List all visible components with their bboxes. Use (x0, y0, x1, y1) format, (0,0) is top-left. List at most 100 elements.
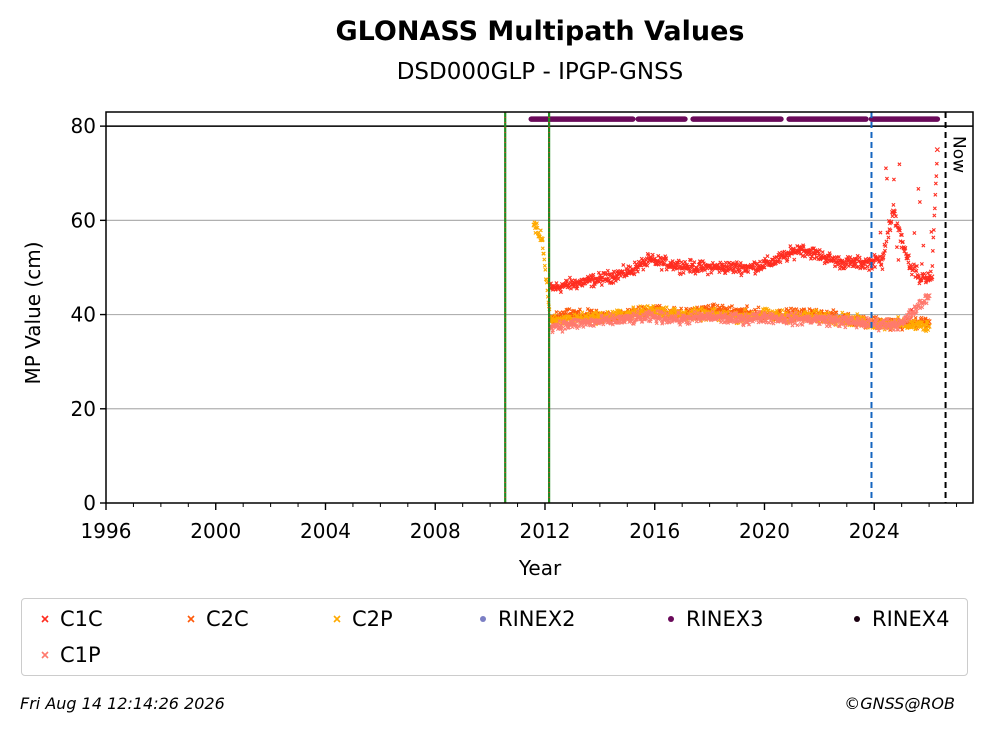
series-C1P-scatter (843, 325, 848, 330)
y-axis-label: MP Value (cm) (21, 241, 45, 384)
series-C1P-scatter (924, 301, 929, 306)
series-C1P-scatter (655, 308, 660, 313)
series-C1P-scatter (635, 309, 640, 314)
series-C1C-scatter (554, 281, 559, 286)
series-C1C-scatter (888, 228, 893, 233)
series-C2P-scatter (542, 263, 547, 268)
series-C1C-scatter (917, 199, 922, 204)
legend-label-C1P: C1P (60, 643, 101, 667)
series-C1P-scatter (692, 309, 697, 314)
series-C1C-scatter (788, 244, 793, 249)
series-C2P-scatter (814, 308, 819, 313)
series-C1C-scatter (792, 257, 797, 262)
chart-subtitle: DSD000GLP - IPGP-GNSS (396, 59, 684, 85)
series-C1C-scatter (878, 230, 883, 235)
series-C1C-scatter (812, 256, 817, 261)
series-C1C-scatter (620, 269, 625, 274)
series-C1P-scatter (894, 320, 899, 325)
legend-marker-C1P (41, 651, 49, 659)
series-C1P-scatter (630, 313, 635, 318)
series-C2P-scatter (924, 329, 929, 334)
series-C1P-scatter (881, 319, 886, 324)
series-C1C-scatter (880, 267, 885, 272)
x-tick-label-2004: 2004 (300, 519, 351, 543)
legend-label-C2P: C2P (352, 607, 393, 631)
series-C1C-scatter (621, 262, 626, 267)
series-C2P-scatter (911, 322, 916, 327)
series-C1C-scatter (921, 243, 926, 248)
series-C1C-scatter (916, 273, 921, 278)
series-C1C-scatter (642, 259, 647, 264)
series-C1P-scatter (650, 310, 655, 315)
series-C1C-scatter (820, 250, 825, 255)
series-C2C-scatter (730, 304, 735, 309)
series-C1C-scatter (690, 262, 695, 267)
series-C1C-scatter (835, 262, 840, 267)
series-C1C-scatter (723, 260, 728, 265)
series-C1C-scatter (678, 272, 683, 277)
series-C1P-scatter (914, 309, 919, 314)
series-C1C-scatter (709, 270, 714, 275)
series-C2C-scatter (712, 302, 717, 307)
legend-item-C2C: C2C (182, 607, 249, 631)
y-tick-label-20: 20 (71, 397, 96, 421)
series-C1C-scatter (929, 277, 934, 282)
series-C1P-scatter (762, 310, 767, 315)
series-C1C-scatter (663, 254, 668, 259)
series-C1C-scatter (720, 262, 725, 267)
series-C1P-scatter (678, 322, 683, 327)
series-C2P-scatter (585, 311, 590, 316)
series-C1C-scatter (697, 262, 702, 267)
series-C1P-scatter (741, 323, 746, 328)
series-C1C-scatter (883, 166, 888, 171)
series-C1P-scatter (557, 319, 562, 324)
series-C2P-scatter (628, 309, 633, 314)
series-C2P-scatter (552, 313, 557, 318)
y-tick-label-0: 0 (83, 491, 96, 515)
series-C1P-scatter (654, 321, 659, 326)
legend-marker-C2P (333, 615, 341, 623)
series-C1C-scatter (867, 268, 872, 273)
series-C1C-scatter (900, 239, 905, 244)
series-C1C-scatter (892, 209, 897, 214)
legend-label-RINEX3: RINEX3 (686, 607, 764, 631)
series-C2P-scatter (642, 304, 647, 309)
series-C1P-scatter (757, 309, 762, 314)
series-C1C-scatter (832, 264, 837, 269)
series-C1P-scatter (768, 311, 773, 316)
x-tick-label-2016: 2016 (629, 519, 680, 543)
series-C1C-scatter (650, 252, 655, 257)
series-C1P-scatter (875, 316, 880, 321)
series-C1C-scatter (778, 260, 783, 265)
series-C2P-scatter (855, 312, 860, 317)
series-C1C-scatter (664, 256, 669, 261)
series-C1C-scatter (753, 271, 758, 276)
series-C1C-scatter (699, 268, 704, 273)
series-C1C-scatter (817, 247, 822, 252)
series-C1C-scatter (903, 245, 908, 250)
series-C1C-scatter (599, 283, 604, 288)
x-axis-label: Year (518, 556, 562, 580)
legend-marker-RINEX4 (854, 616, 860, 622)
series-C1C-scatter (905, 256, 910, 261)
series-C1C-scatter (906, 253, 911, 258)
series-C1C-scatter (801, 244, 806, 249)
series-C1P-scatter (566, 325, 571, 330)
series-C1C-scatter (553, 287, 558, 292)
series-C1C-scatter (590, 277, 595, 282)
series-C1C-scatter (872, 264, 877, 269)
series-C1C-scatter (843, 265, 848, 270)
series-C2P-scatter (712, 306, 717, 311)
series-C1C-scatter (762, 265, 767, 270)
series-C1C-scatter (891, 177, 896, 182)
series-C2P-scatter (926, 328, 931, 333)
series-C1C-scatter (825, 259, 830, 264)
series-C1C-scatter (882, 248, 887, 253)
series-C1C-scatter (710, 260, 715, 265)
series-C1C-scatter (911, 262, 916, 267)
series-C1C-scatter (567, 275, 572, 280)
series-C1C-scatter (860, 265, 865, 270)
series-C2P-scatter (766, 308, 771, 313)
series-C1C-scatter (599, 275, 604, 280)
series-C2C-scatter (740, 307, 745, 312)
